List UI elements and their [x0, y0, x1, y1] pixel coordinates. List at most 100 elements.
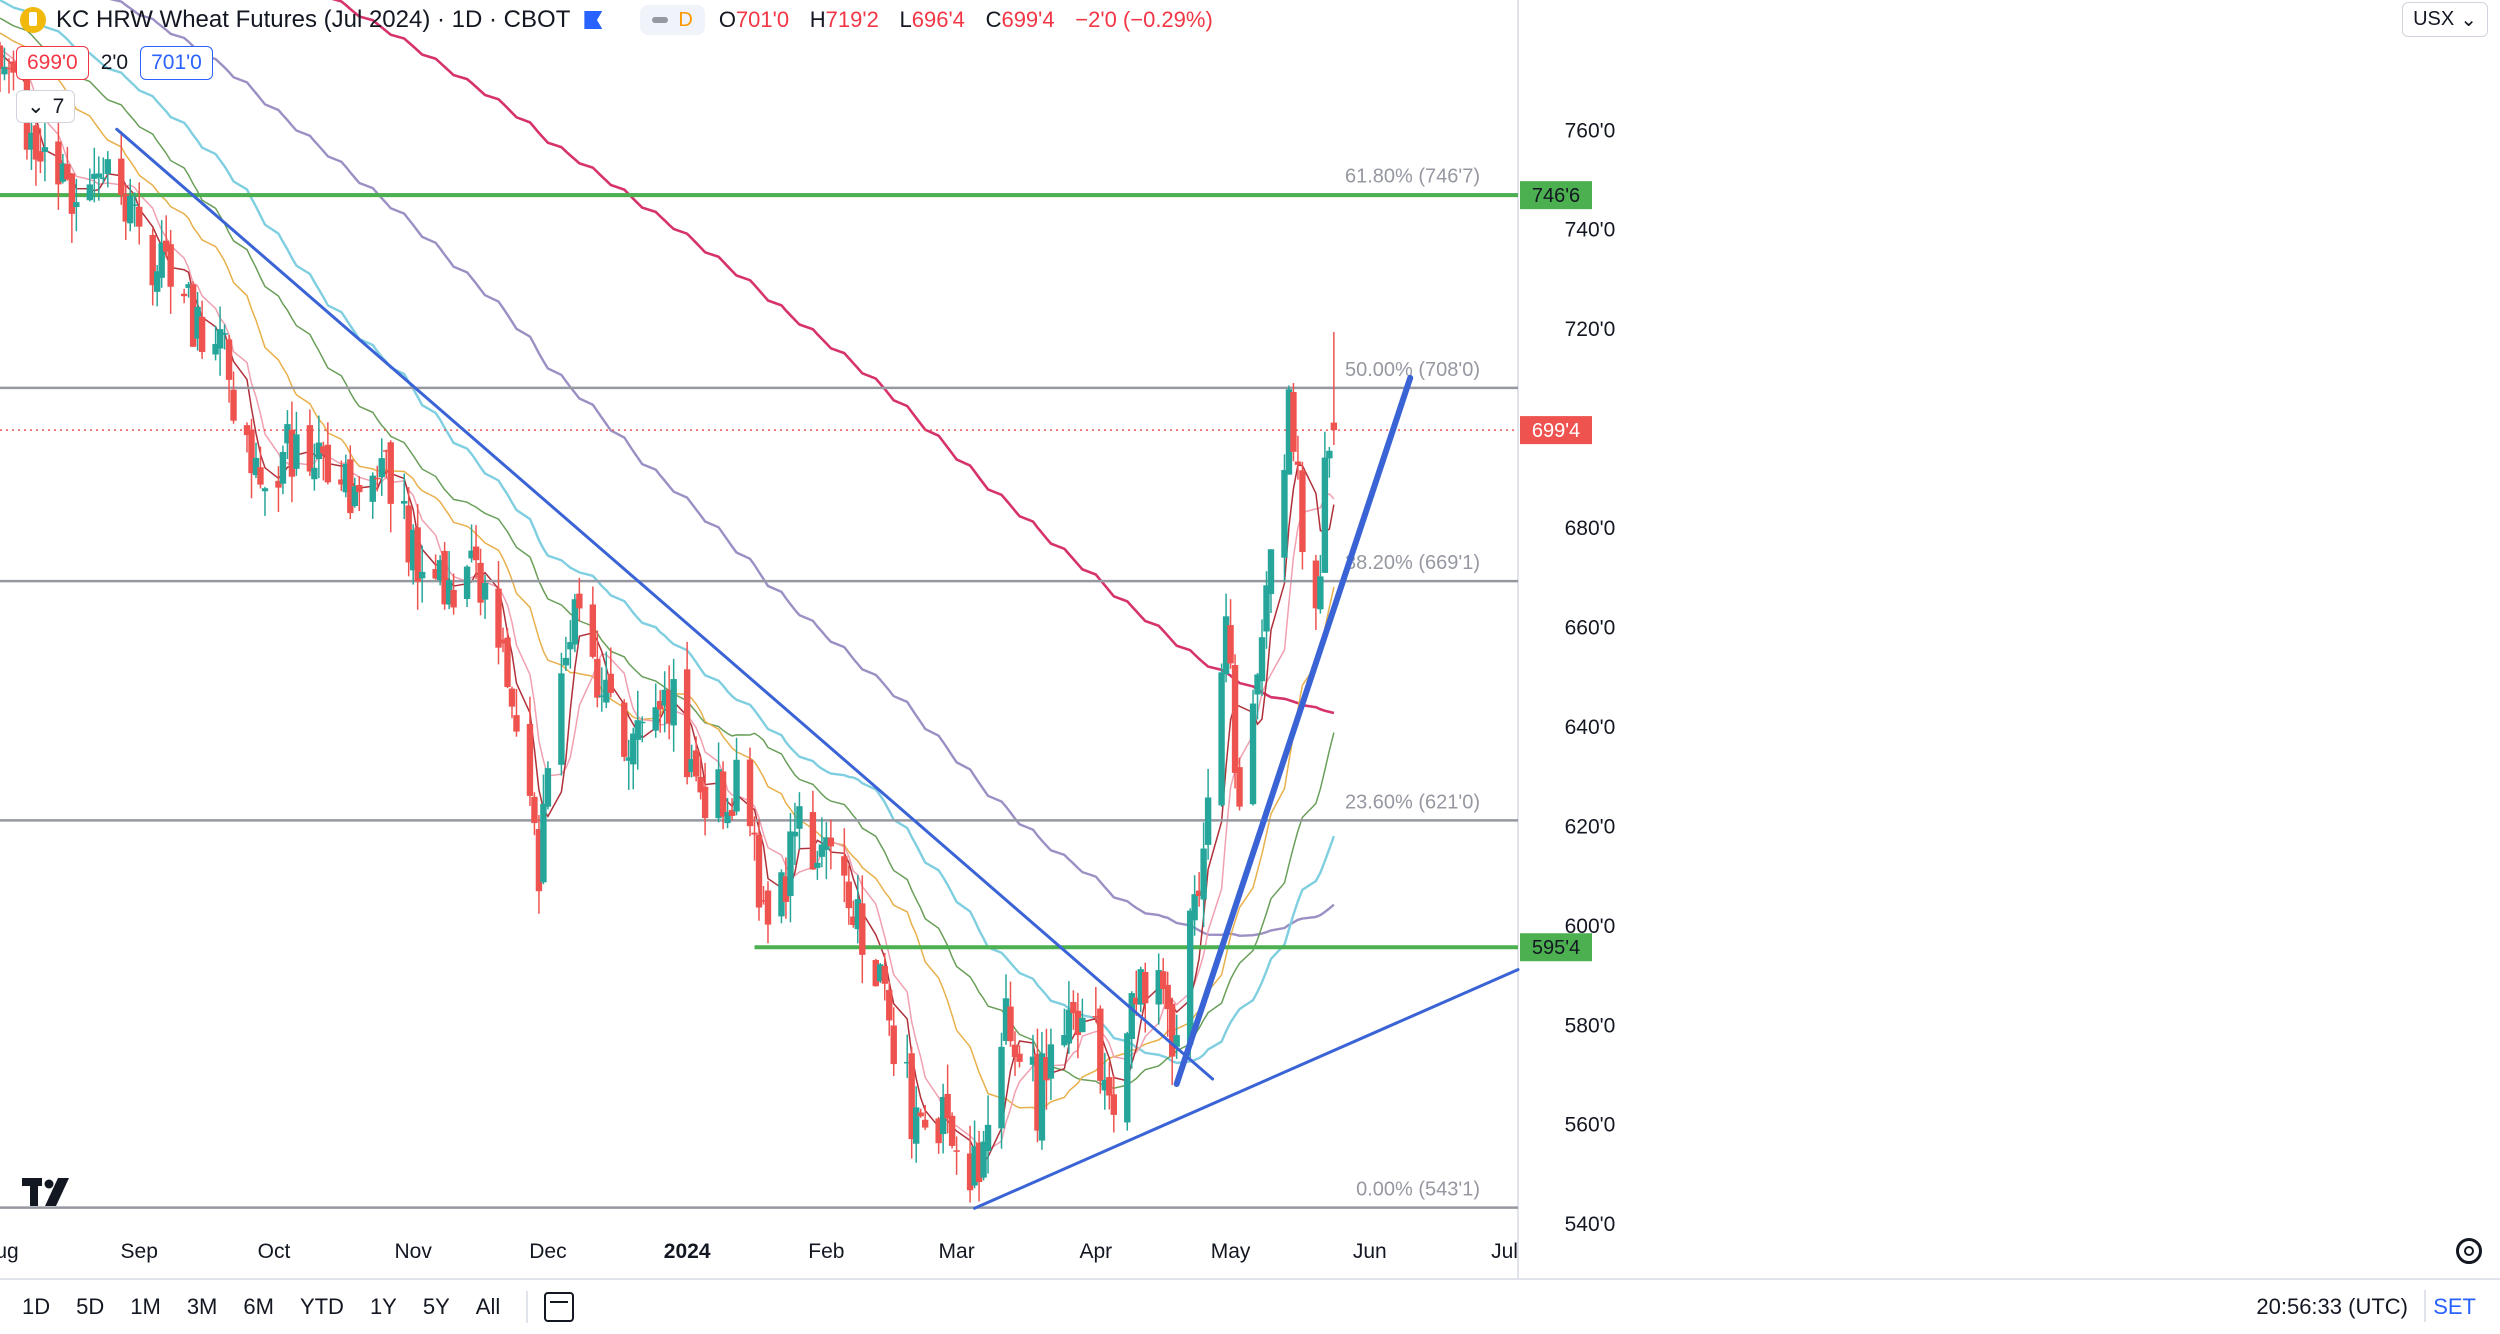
candle-body — [387, 442, 394, 504]
clock-display[interactable]: 20:56:33 (UTC) — [2256, 1294, 2408, 1319]
candle-body — [683, 669, 691, 778]
currency-selector[interactable]: USX ⌄ — [2402, 2, 2488, 37]
candle-body — [751, 832, 758, 835]
candle-body — [966, 1153, 974, 1191]
candle-body — [594, 659, 601, 698]
candle-body — [383, 450, 390, 452]
gear-icon[interactable] — [2456, 1238, 2482, 1264]
y-tick-label: 740'0 — [1565, 219, 1616, 242]
candle-body — [1133, 997, 1140, 1005]
range-ytd-button[interactable]: YTD — [299, 1294, 344, 1319]
candle-body — [755, 834, 763, 908]
range-buttons: 1D 5D 1M 3M 6M YTD 1Y 5Y All — [22, 1294, 500, 1320]
indicators-toggle[interactable]: ⌄ 7 — [16, 90, 76, 123]
range-1d-button[interactable]: 1D — [22, 1294, 51, 1319]
candle-body — [881, 965, 888, 984]
range-all-button[interactable]: All — [475, 1294, 501, 1319]
candle-body — [1097, 1008, 1104, 1081]
buy-price-button[interactable]: 701'0 — [140, 46, 213, 80]
candle-body — [212, 344, 219, 355]
candle-body — [1317, 576, 1324, 610]
price-chart[interactable]: 760'0 740'0 720'0 680'0 660'0 640'0 620'0 600'0… — [0, 0, 2500, 1278]
last-price-tag — [1520, 416, 1592, 445]
candle-body — [1186, 910, 1194, 1045]
candle-body — [104, 159, 111, 175]
candle-body — [1, 66, 8, 75]
candle-body — [544, 768, 552, 807]
candle-body — [787, 831, 794, 897]
range-5d-button[interactable]: 5D — [76, 1294, 105, 1319]
candle-body — [450, 589, 457, 608]
candle-body — [1043, 1057, 1050, 1081]
candle-body — [1029, 1056, 1037, 1065]
candle-body — [688, 759, 695, 772]
sell-price-button[interactable]: 699'0 — [16, 46, 89, 80]
candle-body — [1200, 848, 1207, 900]
candle-body — [436, 560, 444, 581]
candle-body — [342, 463, 350, 493]
candle-body — [499, 639, 507, 644]
y-tick-label: 580'0 — [1565, 1014, 1616, 1037]
candle-body — [1290, 392, 1297, 452]
calendar-icon[interactable] — [544, 1292, 575, 1322]
candle-body — [1222, 616, 1230, 675]
support-price-tag — [1520, 181, 1592, 210]
candle-body — [1047, 1044, 1055, 1079]
flag-icon[interactable] — [584, 11, 603, 29]
candle-body — [872, 959, 879, 987]
candle-body — [167, 244, 174, 287]
candle-body — [414, 527, 421, 582]
candle-body — [796, 806, 803, 829]
range-6m-button[interactable]: 6M — [243, 1294, 274, 1319]
candle-body — [1070, 1002, 1077, 1014]
fib-level-label: 0.00% (543'1) — [1356, 1179, 1480, 1201]
candle-body — [1204, 797, 1212, 845]
x-tick-label: Feb — [808, 1240, 844, 1263]
range-5y-button[interactable]: 5Y — [422, 1294, 450, 1319]
bottom-toolbar: 1D 5D 1M 3M 6M YTD 1Y 5Y All 20:56:33 (U… — [0, 1278, 2500, 1334]
close-value: 699'4 — [1001, 7, 1055, 32]
fib-level-label: 23.60% (621'0) — [1345, 791, 1480, 813]
candle-body — [1034, 1053, 1041, 1131]
range-1y-button[interactable]: 1Y — [369, 1294, 397, 1319]
session-settings-button[interactable]: SET — [2433, 1294, 2476, 1319]
candle-body — [284, 424, 291, 444]
candle-body — [409, 529, 417, 571]
candle-body — [1092, 1016, 1100, 1018]
chart-header: KC HRW Wheat Futures (Jul 2024) · 1D · C… — [0, 0, 1227, 40]
candle-body — [1299, 470, 1306, 553]
candle-body — [293, 434, 300, 469]
support-price-label: 595'4 — [1532, 937, 1580, 959]
candle-body — [32, 125, 40, 160]
candle-body — [975, 1142, 983, 1182]
candle-body — [621, 702, 628, 757]
candle-body — [162, 240, 170, 252]
range-1m-button[interactable]: 1M — [130, 1294, 161, 1319]
candle-body — [1168, 1003, 1176, 1057]
candle-body — [576, 593, 583, 609]
high-key: H — [809, 7, 826, 32]
data-status-badge[interactable]: D — [640, 5, 705, 35]
candle-body — [715, 769, 722, 819]
y-tick-label: 540'0 — [1565, 1213, 1616, 1236]
candle-body — [823, 837, 830, 850]
candle-body — [944, 1093, 951, 1119]
x-tick-label: Nov — [395, 1240, 433, 1263]
candles-group — [0, 41, 1338, 1203]
y-tick-label: 660'0 — [1565, 617, 1616, 640]
candle-body — [886, 989, 893, 1021]
candle-body — [5, 67, 13, 70]
candle-body — [656, 701, 664, 710]
candle-body — [1101, 1079, 1109, 1091]
candle-body — [607, 673, 614, 693]
candle-body — [850, 916, 857, 925]
range-3m-button[interactable]: 3M — [186, 1294, 218, 1319]
x-tick-label: Jul — [1491, 1240, 1518, 1263]
x-tick-label: Jun — [1353, 1240, 1387, 1263]
bid-ask-row: 699'0 2'0 701'0 — [16, 46, 213, 80]
candle-body — [746, 759, 754, 827]
symbol-title[interactable]: KC HRW Wheat Futures (Jul 2024) · 1D · C… — [56, 6, 571, 33]
chevron-down-icon: ⌄ — [27, 95, 45, 118]
candle-body — [180, 293, 188, 297]
candle-body — [567, 642, 574, 650]
